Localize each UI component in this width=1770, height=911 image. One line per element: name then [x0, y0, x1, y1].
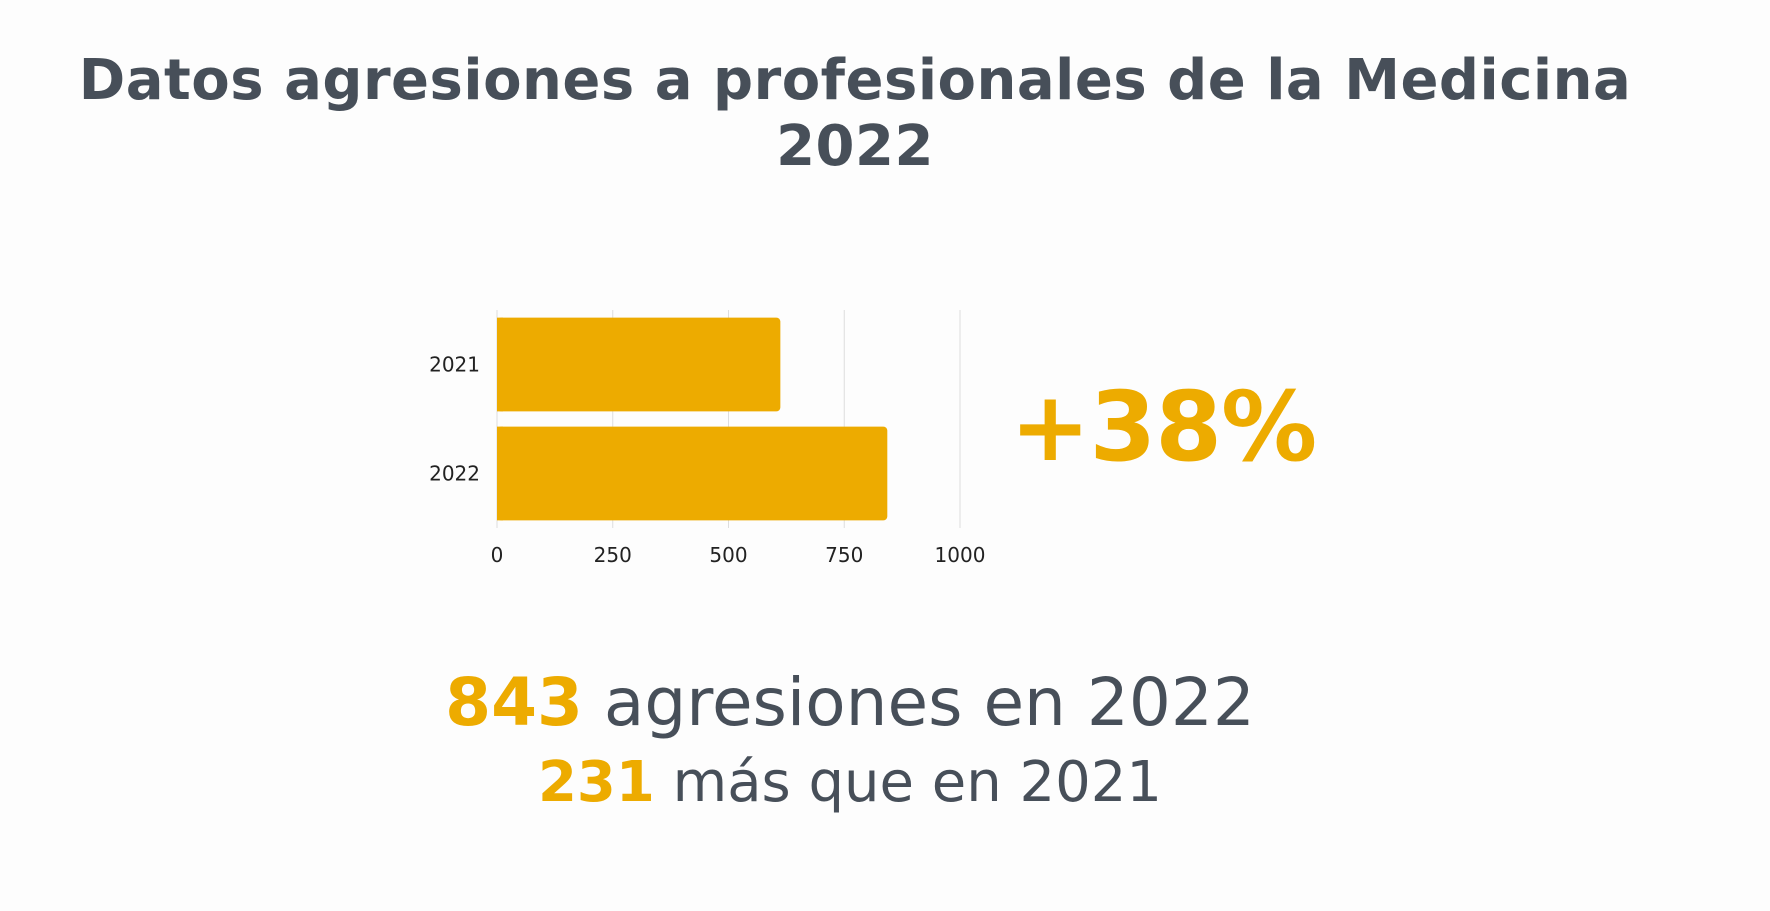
- y-tick-label-2022: 2022: [429, 462, 480, 486]
- summary-line-1: 843 agresiones en 2022: [0, 664, 1700, 742]
- x-tick-label-1000: 1000: [935, 543, 986, 567]
- bar-2022: [497, 426, 888, 521]
- summary-count-2022: 843: [445, 664, 583, 741]
- title-line-2: 2022: [776, 114, 934, 179]
- bar-edge-2021: [497, 317, 503, 412]
- x-tick-label-750: 750: [825, 543, 863, 567]
- x-tick-label-500: 500: [709, 543, 747, 567]
- y-tick-label-2021: 2021: [429, 353, 480, 377]
- bar-2021: [497, 317, 781, 412]
- bar-chart: 0 250 500 750 1000 2021 2022: [429, 310, 986, 567]
- page-title: Datos agresiones a profesionales de la M…: [0, 48, 1710, 180]
- title-line-1: Datos agresiones a profesionales de la M…: [78, 48, 1632, 113]
- bar-edge-2022: [497, 426, 503, 521]
- summary-text-2: más que en 2021: [654, 750, 1163, 815]
- x-tick-label-0: 0: [491, 543, 504, 567]
- x-tick-label-250: 250: [594, 543, 632, 567]
- summary-line-2: 231 más que en 2021: [0, 750, 1700, 816]
- summary-difference: 231: [537, 750, 655, 815]
- summary-text-1: agresiones en 2022: [582, 664, 1255, 741]
- percent-increase: +38%: [1010, 371, 1317, 483]
